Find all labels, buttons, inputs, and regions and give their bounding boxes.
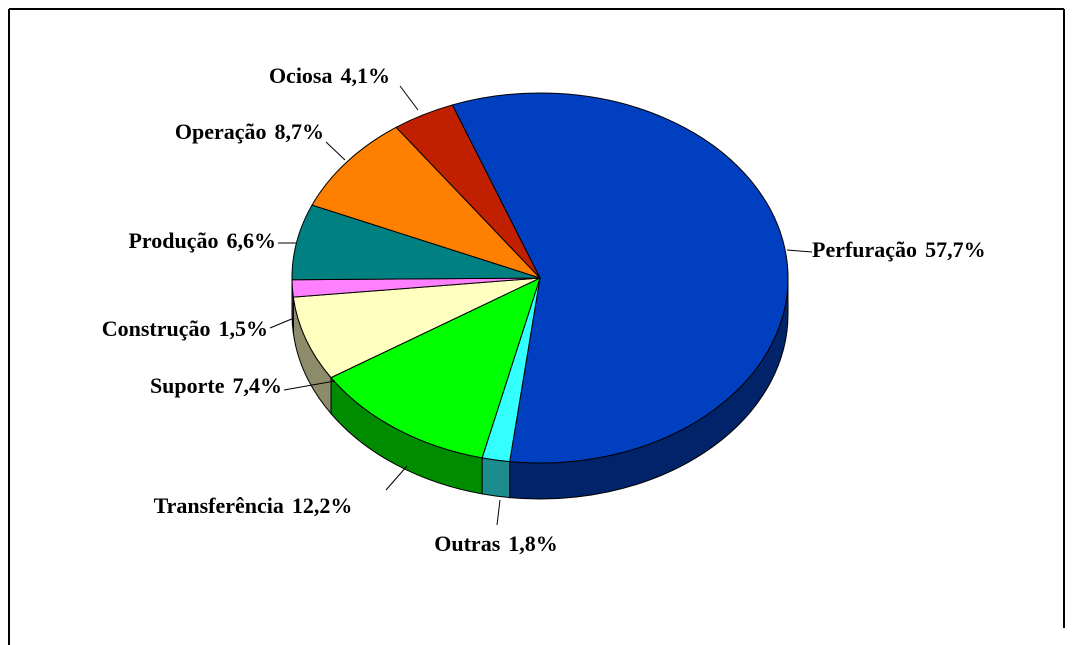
label-category: Produção [128, 228, 218, 253]
pie-slice [395, 104, 541, 279]
pie-slice [292, 277, 541, 379]
data-label: Suporte 7,4% [150, 373, 282, 398]
label-category: Construção [102, 316, 211, 341]
data-label: Construção 1,5% [102, 316, 268, 341]
label-value: 7,4% [233, 373, 283, 398]
label-category: Operação [175, 119, 267, 144]
label-category: Suporte [150, 373, 225, 398]
data-label: Produção 6,6% [128, 228, 276, 253]
label-value: 6,6% [227, 228, 277, 253]
leader-line [269, 317, 295, 329]
label-category: Ociosa [269, 63, 333, 88]
data-label: Ociosa 4,1% [269, 63, 390, 88]
label-category: Perfuração [812, 237, 917, 262]
label-value: 12,2% [292, 493, 353, 518]
leader-line [385, 465, 408, 491]
label-category: Outras [434, 531, 500, 556]
pie-slice [311, 126, 541, 279]
data-label: Perfuração 57,7% [812, 237, 986, 262]
leader-line [496, 499, 501, 526]
slice-side [481, 457, 511, 499]
label-value: 8,7% [275, 119, 325, 144]
label-category: Transferência [154, 493, 284, 518]
leader-line [325, 141, 346, 161]
pie-slice [451, 92, 789, 464]
data-label: Transferência 12,2% [154, 493, 353, 518]
label-value: 1,8% [508, 531, 558, 556]
label-value: 1,5% [219, 316, 269, 341]
data-label: Outras 1,8% [434, 531, 558, 556]
leader-line [786, 249, 813, 253]
pie-slice [330, 277, 541, 459]
leader-line [399, 85, 419, 111]
data-label: Operação 8,7% [175, 119, 324, 144]
label-value: 4,1% [341, 63, 391, 88]
label-value: 57,7% [925, 237, 986, 262]
leader-line [283, 380, 336, 391]
